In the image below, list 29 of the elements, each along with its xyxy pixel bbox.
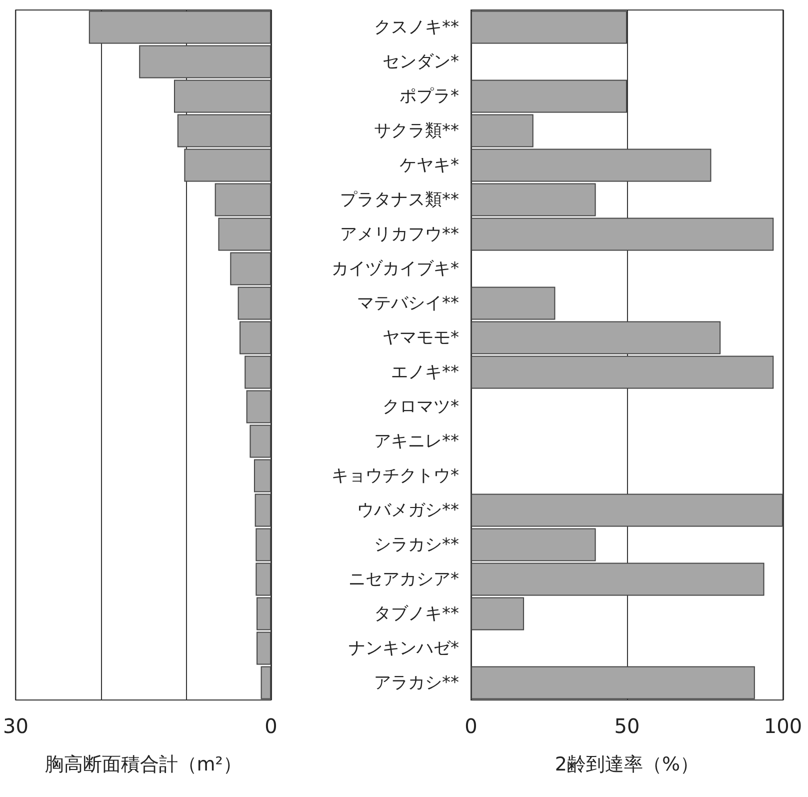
y-tick-label: ヤマモモ* bbox=[382, 328, 459, 348]
x-axis-title: 胸高断面積合計（m²） bbox=[44, 754, 242, 776]
y-tick-label: アラカシ** bbox=[374, 672, 459, 693]
y-tick-label: キョウチクトウ* bbox=[332, 466, 459, 486]
x-axis-title: 2齢到達率（%） bbox=[554, 754, 700, 776]
y-tick-label: クスノキ** bbox=[374, 17, 459, 38]
y-tick-label: クロマツ* bbox=[382, 396, 459, 417]
x-tick-label: 100 bbox=[764, 714, 802, 738]
y-tick-label: サクラ類** bbox=[374, 120, 459, 141]
bar bbox=[471, 666, 755, 700]
y-tick-label: タブノキ** bbox=[374, 604, 459, 624]
y-tick-label: ナンキンハゼ* bbox=[348, 638, 459, 658]
y-tick-label: ポプラ* bbox=[400, 86, 459, 106]
y-tick-label: プラタナス類** bbox=[340, 190, 459, 210]
y-tick-label: アキニレ** bbox=[374, 431, 459, 452]
x-tick-label: 50 bbox=[614, 714, 640, 738]
y-tick-label: センダン* bbox=[382, 52, 459, 72]
y-tick-label: エノキ** bbox=[391, 362, 459, 382]
bar bbox=[471, 10, 627, 44]
y-tick-label: シラカシ** bbox=[374, 534, 459, 555]
y-tick-label: マテバシイ** bbox=[357, 293, 459, 314]
y-tick-label: アメリカフウ** bbox=[340, 224, 459, 244]
x-tick-label: 30 bbox=[3, 714, 28, 738]
x-tick-label: 0 bbox=[264, 714, 278, 738]
y-tick-label: カイヅカイブキ* bbox=[332, 258, 459, 279]
y-tick-label: ニセアカシア* bbox=[348, 569, 459, 590]
y-tick-label: ウバメガシ** bbox=[357, 500, 459, 520]
y-tick-label: ケヤキ* bbox=[400, 155, 459, 176]
x-tick-label: 0 bbox=[464, 714, 478, 738]
